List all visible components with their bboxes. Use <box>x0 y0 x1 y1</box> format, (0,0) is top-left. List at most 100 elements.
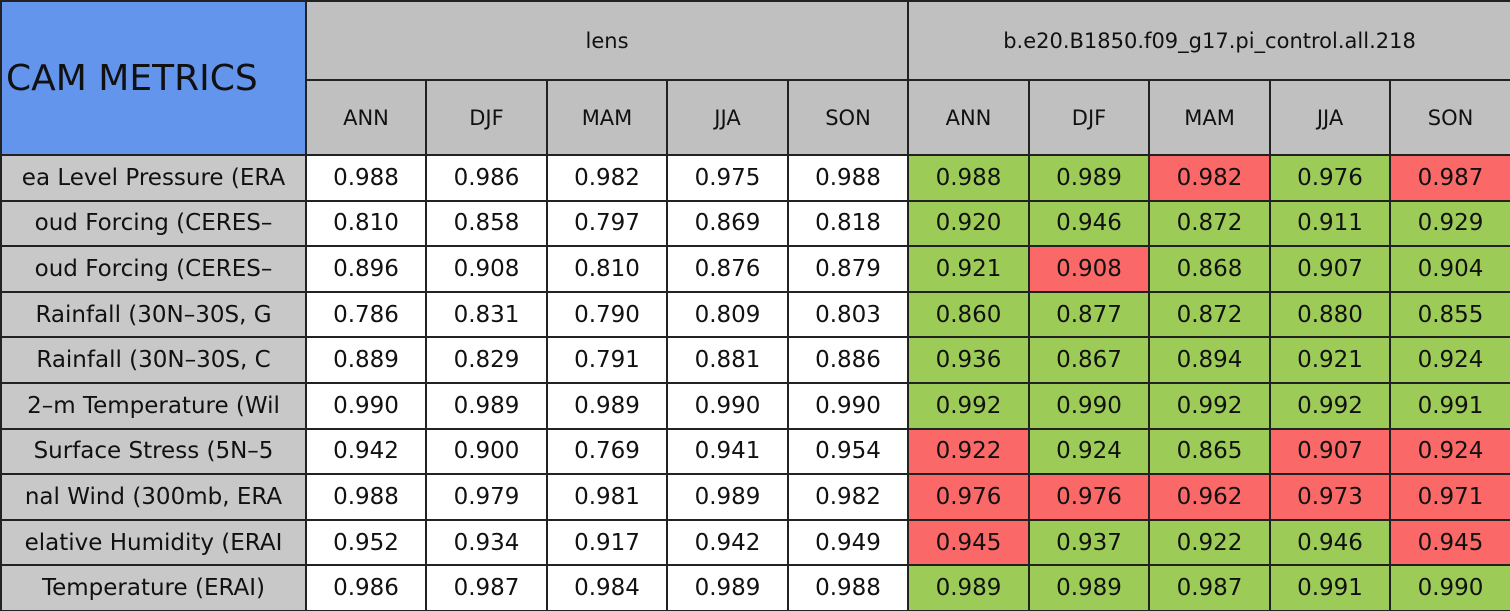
row-label: Rainfall (30N–30S, G <box>0 290 307 339</box>
lens-value: 0.876 <box>666 245 789 293</box>
table-row: oud Forcing (CERES– 0.896 0.908 0.810 0.876 0… <box>0 245 1510 293</box>
season-header: SON <box>786 79 910 156</box>
control-value: 0.924 <box>1028 427 1151 476</box>
table-row: Rainfall (30N–30S, G 0.786 0.831 0.790 0.809… <box>0 290 1510 339</box>
title-cell: CAM METRICS <box>0 0 307 156</box>
control-value: 0.936 <box>907 336 1031 384</box>
control-value: 0.868 <box>1148 245 1272 293</box>
control-value: 0.976 <box>1269 154 1392 202</box>
lens-value: 0.982 <box>546 154 668 202</box>
lens-value: 0.810 <box>546 245 668 293</box>
control-value: 0.860 <box>907 290 1031 339</box>
group-header: lens <box>304 0 910 81</box>
season-header: MAM <box>546 79 668 156</box>
lens-value: 0.988 <box>786 154 910 202</box>
table-row: Temperature (ERAI) 0.986 0.987 0.984 0.989 0.… <box>0 564 1510 611</box>
control-value: 0.908 <box>1028 245 1151 293</box>
row-label: Temperature (ERAI) <box>0 564 307 611</box>
lens-value: 0.942 <box>305 427 427 476</box>
lens-value: 0.990 <box>666 381 789 430</box>
lens-value: 0.952 <box>305 518 427 567</box>
lens-value: 0.989 <box>666 564 789 611</box>
table-row: Surface Stress (5N–5 0.942 0.900 0.769 0.941… <box>0 427 1510 476</box>
lens-value: 0.949 <box>786 518 910 567</box>
lens-value: 0.917 <box>546 518 668 567</box>
control-value: 0.989 <box>1028 564 1151 611</box>
lens-value: 0.790 <box>546 290 668 339</box>
lens-value: 0.989 <box>666 473 789 521</box>
lens-value: 0.818 <box>786 199 910 248</box>
row-label: oud Forcing (CERES– <box>0 199 307 248</box>
control-value: 0.990 <box>1028 381 1151 430</box>
lens-value: 0.989 <box>425 381 548 430</box>
control-value: 0.921 <box>907 245 1031 293</box>
season-header: ANN <box>907 79 1031 156</box>
control-value: 0.987 <box>1148 564 1272 611</box>
row-label: 2–m Temperature (Wil <box>0 381 307 430</box>
lens-value: 0.942 <box>666 518 789 567</box>
group-header: b.e20.B1850.f09_g17.pi_control.all.218 <box>907 0 1510 81</box>
lens-value: 0.987 <box>425 564 548 611</box>
control-value: 0.945 <box>1389 518 1510 567</box>
lens-value: 0.990 <box>305 381 427 430</box>
control-value: 0.989 <box>1028 154 1151 202</box>
control-value: 0.937 <box>1028 518 1151 567</box>
lens-value: 0.879 <box>786 245 910 293</box>
lens-value: 0.810 <box>305 199 427 248</box>
lens-value: 0.829 <box>425 336 548 384</box>
control-value: 0.924 <box>1389 427 1510 476</box>
lens-value: 0.881 <box>666 336 789 384</box>
lens-value: 0.786 <box>305 290 427 339</box>
season-header: DJF <box>1028 79 1151 156</box>
table-row: CAM METRICS lens b.e20.B1850.f09_g17.pi_co… <box>0 0 1510 156</box>
control-value: 0.924 <box>1389 336 1510 384</box>
control-value: 0.976 <box>907 473 1031 521</box>
control-value: 0.867 <box>1028 336 1151 384</box>
control-value: 0.855 <box>1389 290 1510 339</box>
control-value: 0.946 <box>1028 199 1151 248</box>
table-row: 2–m Temperature (Wil 0.990 0.989 0.989 0.990… <box>0 381 1510 430</box>
control-value: 0.976 <box>1028 473 1151 521</box>
control-value: 0.973 <box>1269 473 1392 521</box>
control-value: 0.990 <box>1389 564 1510 611</box>
lens-value: 0.791 <box>546 336 668 384</box>
control-value: 0.922 <box>907 427 1031 476</box>
control-value: 0.894 <box>1148 336 1272 384</box>
control-value: 0.907 <box>1269 245 1392 293</box>
control-value: 0.991 <box>1389 381 1510 430</box>
lens-value: 0.908 <box>425 245 548 293</box>
row-label: Surface Stress (5N–5 <box>0 427 307 476</box>
row-label: oud Forcing (CERES– <box>0 245 307 293</box>
lens-value: 0.869 <box>666 199 789 248</box>
table-row: ANN DJF MAM JJA SON ANN DJF MAM JJA SON <box>1 79 1510 156</box>
lens-value: 0.886 <box>786 336 910 384</box>
season-header: JJA <box>666 79 789 156</box>
control-value: 0.865 <box>1148 427 1272 476</box>
control-value: 0.872 <box>1148 290 1272 339</box>
control-value: 0.920 <box>907 199 1031 248</box>
lens-value: 0.889 <box>305 336 427 384</box>
control-value: 0.872 <box>1148 199 1272 248</box>
lens-value: 0.831 <box>425 290 548 339</box>
lens-value: 0.934 <box>425 518 548 567</box>
lens-value: 0.954 <box>786 427 910 476</box>
control-value: 0.989 <box>907 564 1031 611</box>
lens-value: 0.982 <box>786 473 910 521</box>
season-header: JJA <box>1269 79 1392 156</box>
control-value: 0.962 <box>1148 473 1272 521</box>
control-value: 0.877 <box>1028 290 1151 339</box>
lens-value: 0.900 <box>425 427 548 476</box>
control-value: 0.922 <box>1148 518 1272 567</box>
lens-value: 0.896 <box>305 245 427 293</box>
lens-value: 0.986 <box>305 564 427 611</box>
lens-value: 0.858 <box>425 199 548 248</box>
control-value: 0.921 <box>1269 336 1392 384</box>
lens-value: 0.990 <box>786 381 910 430</box>
lens-value: 0.988 <box>305 473 427 521</box>
lens-value: 0.769 <box>546 427 668 476</box>
control-value: 0.946 <box>1269 518 1392 567</box>
control-value: 0.929 <box>1389 199 1510 248</box>
